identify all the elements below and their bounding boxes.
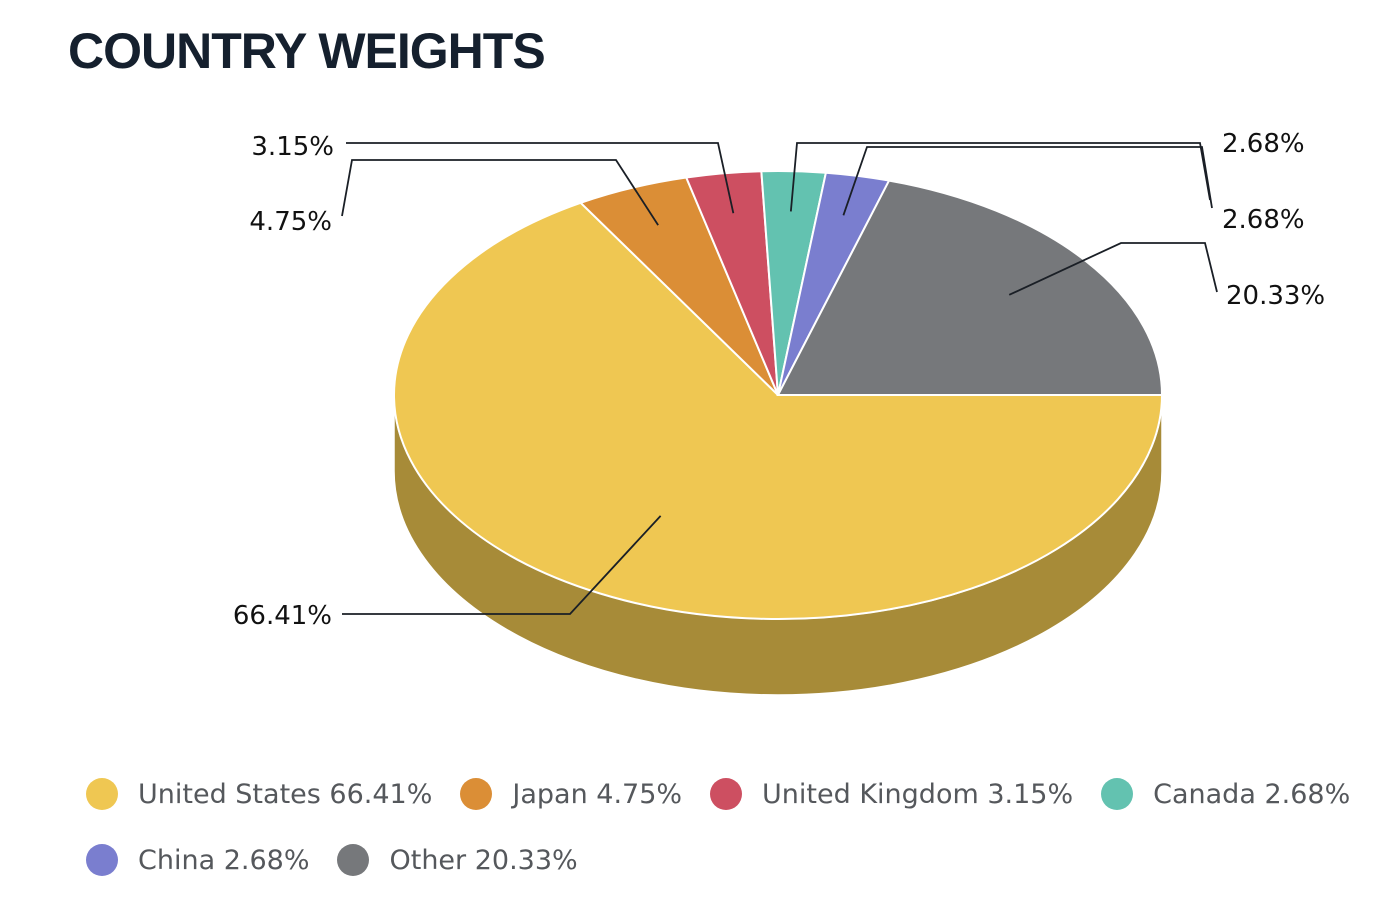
legend-label: China 2.68% [138, 844, 310, 876]
pie-top-slices [393, 169, 1164, 620]
legend-marker-icon [460, 778, 493, 810]
legend-marker-icon [710, 778, 743, 810]
data-label-canada: 2.68% [1222, 129, 1305, 159]
pie-slice-united-states[interactable] [393, 201, 1164, 620]
legend-marker-icon [1101, 778, 1134, 810]
data-label-japan: 4.75% [249, 207, 332, 237]
leader-lines [341, 142, 1218, 615]
leader-line-china [842, 146, 1213, 216]
legend-label: Japan 4.75% [512, 778, 683, 810]
legend-item-china[interactable]: China 2.68% [86, 840, 309, 880]
leader-line-canada [789, 142, 1211, 212]
leader-line-other [1008, 242, 1218, 296]
data-label-china: 2.68% [1222, 205, 1305, 235]
legend-item-japan[interactable]: Japan 4.75% [460, 774, 682, 814]
legend-item-united-states[interactable]: United States 66.41% [86, 774, 432, 814]
data-label-united-states: 66.41% [233, 601, 332, 631]
legend-marker-icon [86, 844, 118, 876]
data-label-united-kingdom: 3.15% [251, 132, 334, 162]
data-label-other: 20.33% [1226, 281, 1325, 311]
legend-item-canada[interactable]: Canada 2.68% [1101, 774, 1350, 814]
chart-title: COUNTRY WEIGHTS [68, 23, 546, 79]
data-labels: 66.41% 4.75% 3.15% 2.68% 2.68% 20.33% [233, 129, 1325, 631]
legend-label: United States 66.41% [138, 778, 433, 810]
leader-line-japan [341, 159, 659, 226]
legend-item-other[interactable]: Other 20.33% [337, 840, 578, 880]
legend-marker-icon [86, 778, 118, 810]
legend: United States 66.41% Japan 4.75% United Ki… [86, 774, 1386, 880]
legend-label: Other 20.33% [389, 844, 578, 876]
pie-chart: 66.41% 4.75% 3.15% 2.68% 2.68% 20.33% [233, 129, 1325, 696]
legend-item-united-kingdom[interactable]: United Kingdom 3.15% [710, 774, 1073, 814]
leader-line-united-kingdom [346, 142, 735, 214]
legend-marker-icon [337, 844, 370, 876]
legend-label: Canada 2.68% [1153, 778, 1351, 810]
pie-slice-other[interactable] [776, 179, 1164, 396]
leader-line-united-states [342, 515, 662, 615]
legend-label: United Kingdom 3.15% [762, 778, 1074, 810]
